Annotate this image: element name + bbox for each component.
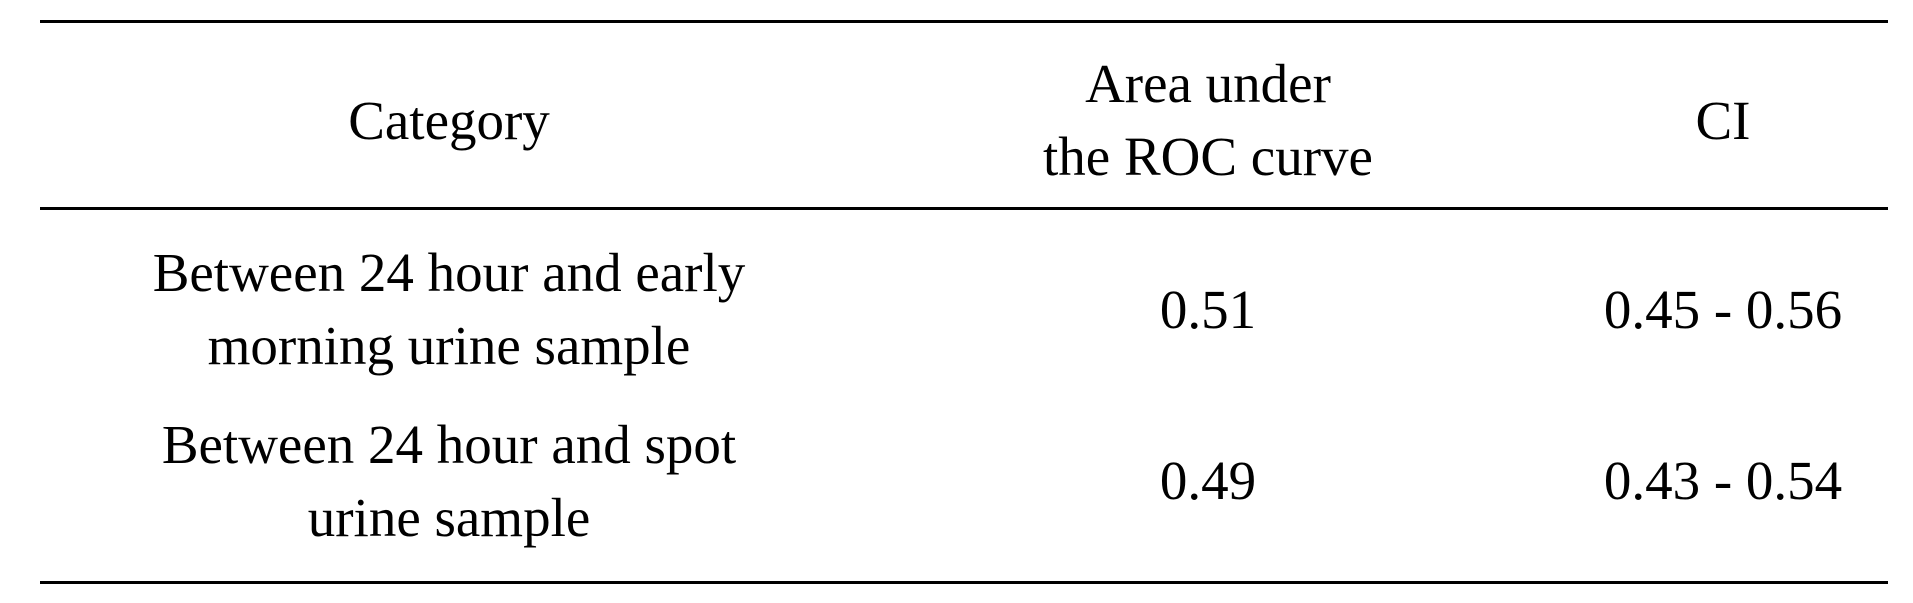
row-category-cell: Between 24 hour and early morning urine … — [40, 209, 858, 393]
row-area-value: 0.49 — [1159, 450, 1257, 512]
header-area-line2: the ROC curve — [1043, 126, 1373, 187]
table-row: Between 24 hour and spot urine sample 0.… — [40, 393, 1888, 583]
row-category-line1: Between 24 hour and early — [152, 242, 746, 304]
roc-results-table: Category Area under the ROC curve CI Bet… — [40, 20, 1888, 584]
table-header: Category Area under the ROC curve CI — [40, 21, 1888, 209]
header-area-line1: Area under — [1085, 53, 1331, 114]
table-row: Between 24 hour and early morning urine … — [40, 209, 1888, 393]
row-area-cell: 0.51 — [858, 209, 1558, 393]
row-category-line2: morning urine sample — [207, 315, 691, 377]
results-table-container: Category Area under the ROC curve CI Bet… — [40, 20, 1888, 584]
header-category: Category — [40, 22, 858, 209]
row-category-cell: Between 24 hour and spot urine sample — [40, 393, 858, 583]
header-ci: CI — [1558, 22, 1888, 209]
row-ci-value: 0.45 - 0.56 — [1603, 278, 1843, 340]
row-area-value: 0.51 — [1159, 278, 1257, 340]
row-category-line1: Between 24 hour and spot — [161, 413, 737, 475]
row-ci-value: 0.43 - 0.54 — [1603, 450, 1843, 512]
row-category-line2: urine sample — [307, 486, 591, 548]
header-ci-label: CI — [1695, 89, 1751, 151]
row-area-cell: 0.49 — [858, 393, 1558, 583]
row-ci-cell: 0.43 - 0.54 — [1558, 393, 1888, 583]
row-ci-cell: 0.45 - 0.56 — [1558, 209, 1888, 393]
table-body: Between 24 hour and early morning urine … — [40, 209, 1888, 583]
header-area-under-roc: Area under the ROC curve — [858, 22, 1558, 209]
header-category-label: Category — [348, 89, 550, 151]
header-row: Category Area under the ROC curve CI — [40, 21, 1888, 209]
